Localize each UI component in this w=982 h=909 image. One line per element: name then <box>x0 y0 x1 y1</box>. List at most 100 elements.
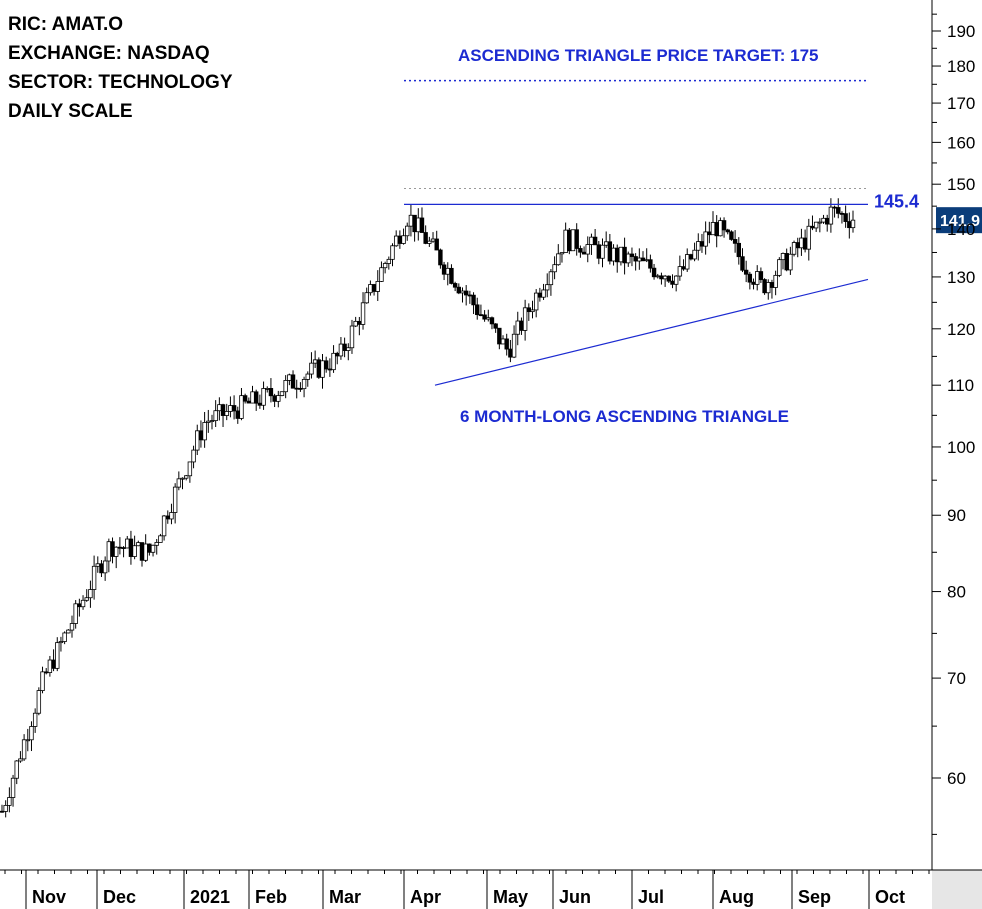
candle-body <box>644 259 649 262</box>
candle-body <box>386 258 392 264</box>
candle-body <box>224 411 229 416</box>
candle-body <box>592 236 598 246</box>
candle-body <box>522 307 528 331</box>
candle-body <box>147 543 152 553</box>
candle-body <box>545 284 550 291</box>
candlesticks <box>0 198 856 818</box>
candle-body <box>51 659 56 669</box>
y-tick-label: 150 <box>947 175 975 194</box>
candle-body <box>121 547 126 549</box>
candle-body <box>294 387 299 390</box>
chart-info: RIC: AMAT.O EXCHANGE: NASDAQ SECTOR: TEC… <box>8 10 233 126</box>
candle-body <box>110 541 115 557</box>
candle-body <box>202 422 207 441</box>
candle-body <box>172 486 178 513</box>
candle-body <box>88 589 93 599</box>
candle-body <box>552 264 557 273</box>
candle-body <box>670 280 675 285</box>
candle-body <box>508 348 513 358</box>
candle-body <box>707 231 712 236</box>
candle-body <box>519 320 524 331</box>
candle-body <box>611 247 616 262</box>
candle-body <box>180 477 185 480</box>
candle-body <box>640 257 646 262</box>
candle-body <box>648 259 653 269</box>
candle-body <box>25 739 30 742</box>
candle-body <box>309 362 314 375</box>
candle-body <box>825 217 830 225</box>
candle-body <box>316 359 322 378</box>
candle-body <box>268 388 274 397</box>
candle-body <box>353 320 358 327</box>
candle-body <box>368 284 373 294</box>
candle-body <box>91 565 97 590</box>
candle-body <box>287 374 292 381</box>
x-tick-label: Aug <box>719 887 754 907</box>
candle-body <box>106 541 112 562</box>
candle-body <box>633 256 638 262</box>
candle-body <box>766 282 771 294</box>
candle-body <box>758 271 764 280</box>
candle-body <box>681 266 686 270</box>
candle-body <box>357 320 362 325</box>
candle-body <box>570 229 576 252</box>
candle-body <box>47 659 53 673</box>
candle-body <box>21 739 27 760</box>
last-price-label: 141.9 <box>940 213 980 230</box>
candle-body <box>740 256 745 271</box>
candle-body <box>526 307 532 313</box>
candle-body <box>136 542 141 547</box>
candle-body <box>747 273 753 283</box>
candle-body <box>14 760 19 779</box>
candle-body <box>563 229 568 253</box>
candle-body <box>703 231 708 247</box>
candle-body <box>603 241 609 246</box>
scale-label: DAILY SCALE <box>8 101 133 122</box>
sector-label: SECTOR: TECHNOLOGY <box>8 72 233 93</box>
candle-body <box>692 249 697 260</box>
candle-body <box>327 368 333 371</box>
candle-body <box>62 632 67 642</box>
candle-body <box>460 290 465 294</box>
y-tick-label: 70 <box>947 669 966 688</box>
resistance-label: 145.4 <box>874 191 919 211</box>
candle-body <box>777 259 782 276</box>
candle-body <box>265 388 270 390</box>
candle-body <box>626 253 631 264</box>
candle-body <box>18 758 23 762</box>
candle-body <box>301 378 307 390</box>
candle-body <box>449 267 454 284</box>
y-tick-label: 100 <box>947 438 975 457</box>
candle-body <box>445 267 450 275</box>
exchange-label: EXCHANGE: NASDAQ <box>8 43 210 64</box>
candle-body <box>165 515 170 520</box>
candle-body <box>622 246 627 264</box>
candle-body <box>533 292 539 311</box>
candle-body <box>419 217 425 233</box>
candle-body <box>239 395 244 419</box>
candle-body <box>408 214 414 227</box>
candle-body <box>84 597 89 601</box>
x-tick-label: Dec <box>103 887 136 907</box>
candle-body <box>139 542 145 561</box>
y-tick-label: 190 <box>947 22 975 41</box>
candle-body <box>511 333 517 358</box>
candle-body <box>751 281 756 285</box>
candle-body <box>795 242 800 249</box>
candle-body <box>585 244 590 255</box>
candle-body <box>725 229 730 233</box>
support-line <box>434 278 869 386</box>
candle-body <box>312 359 318 364</box>
candle-body <box>117 546 123 549</box>
candle-body <box>73 603 78 624</box>
candle-body <box>346 347 351 351</box>
candle-body <box>441 264 447 275</box>
candle-body <box>828 206 834 225</box>
candle-body <box>143 543 148 561</box>
x-tick-label: Nov <box>32 887 66 907</box>
y-tick-label: 140 <box>947 220 975 239</box>
candle-body <box>55 642 60 669</box>
candle-body <box>500 338 506 345</box>
candle-body <box>257 402 263 406</box>
candle-body <box>478 314 484 317</box>
